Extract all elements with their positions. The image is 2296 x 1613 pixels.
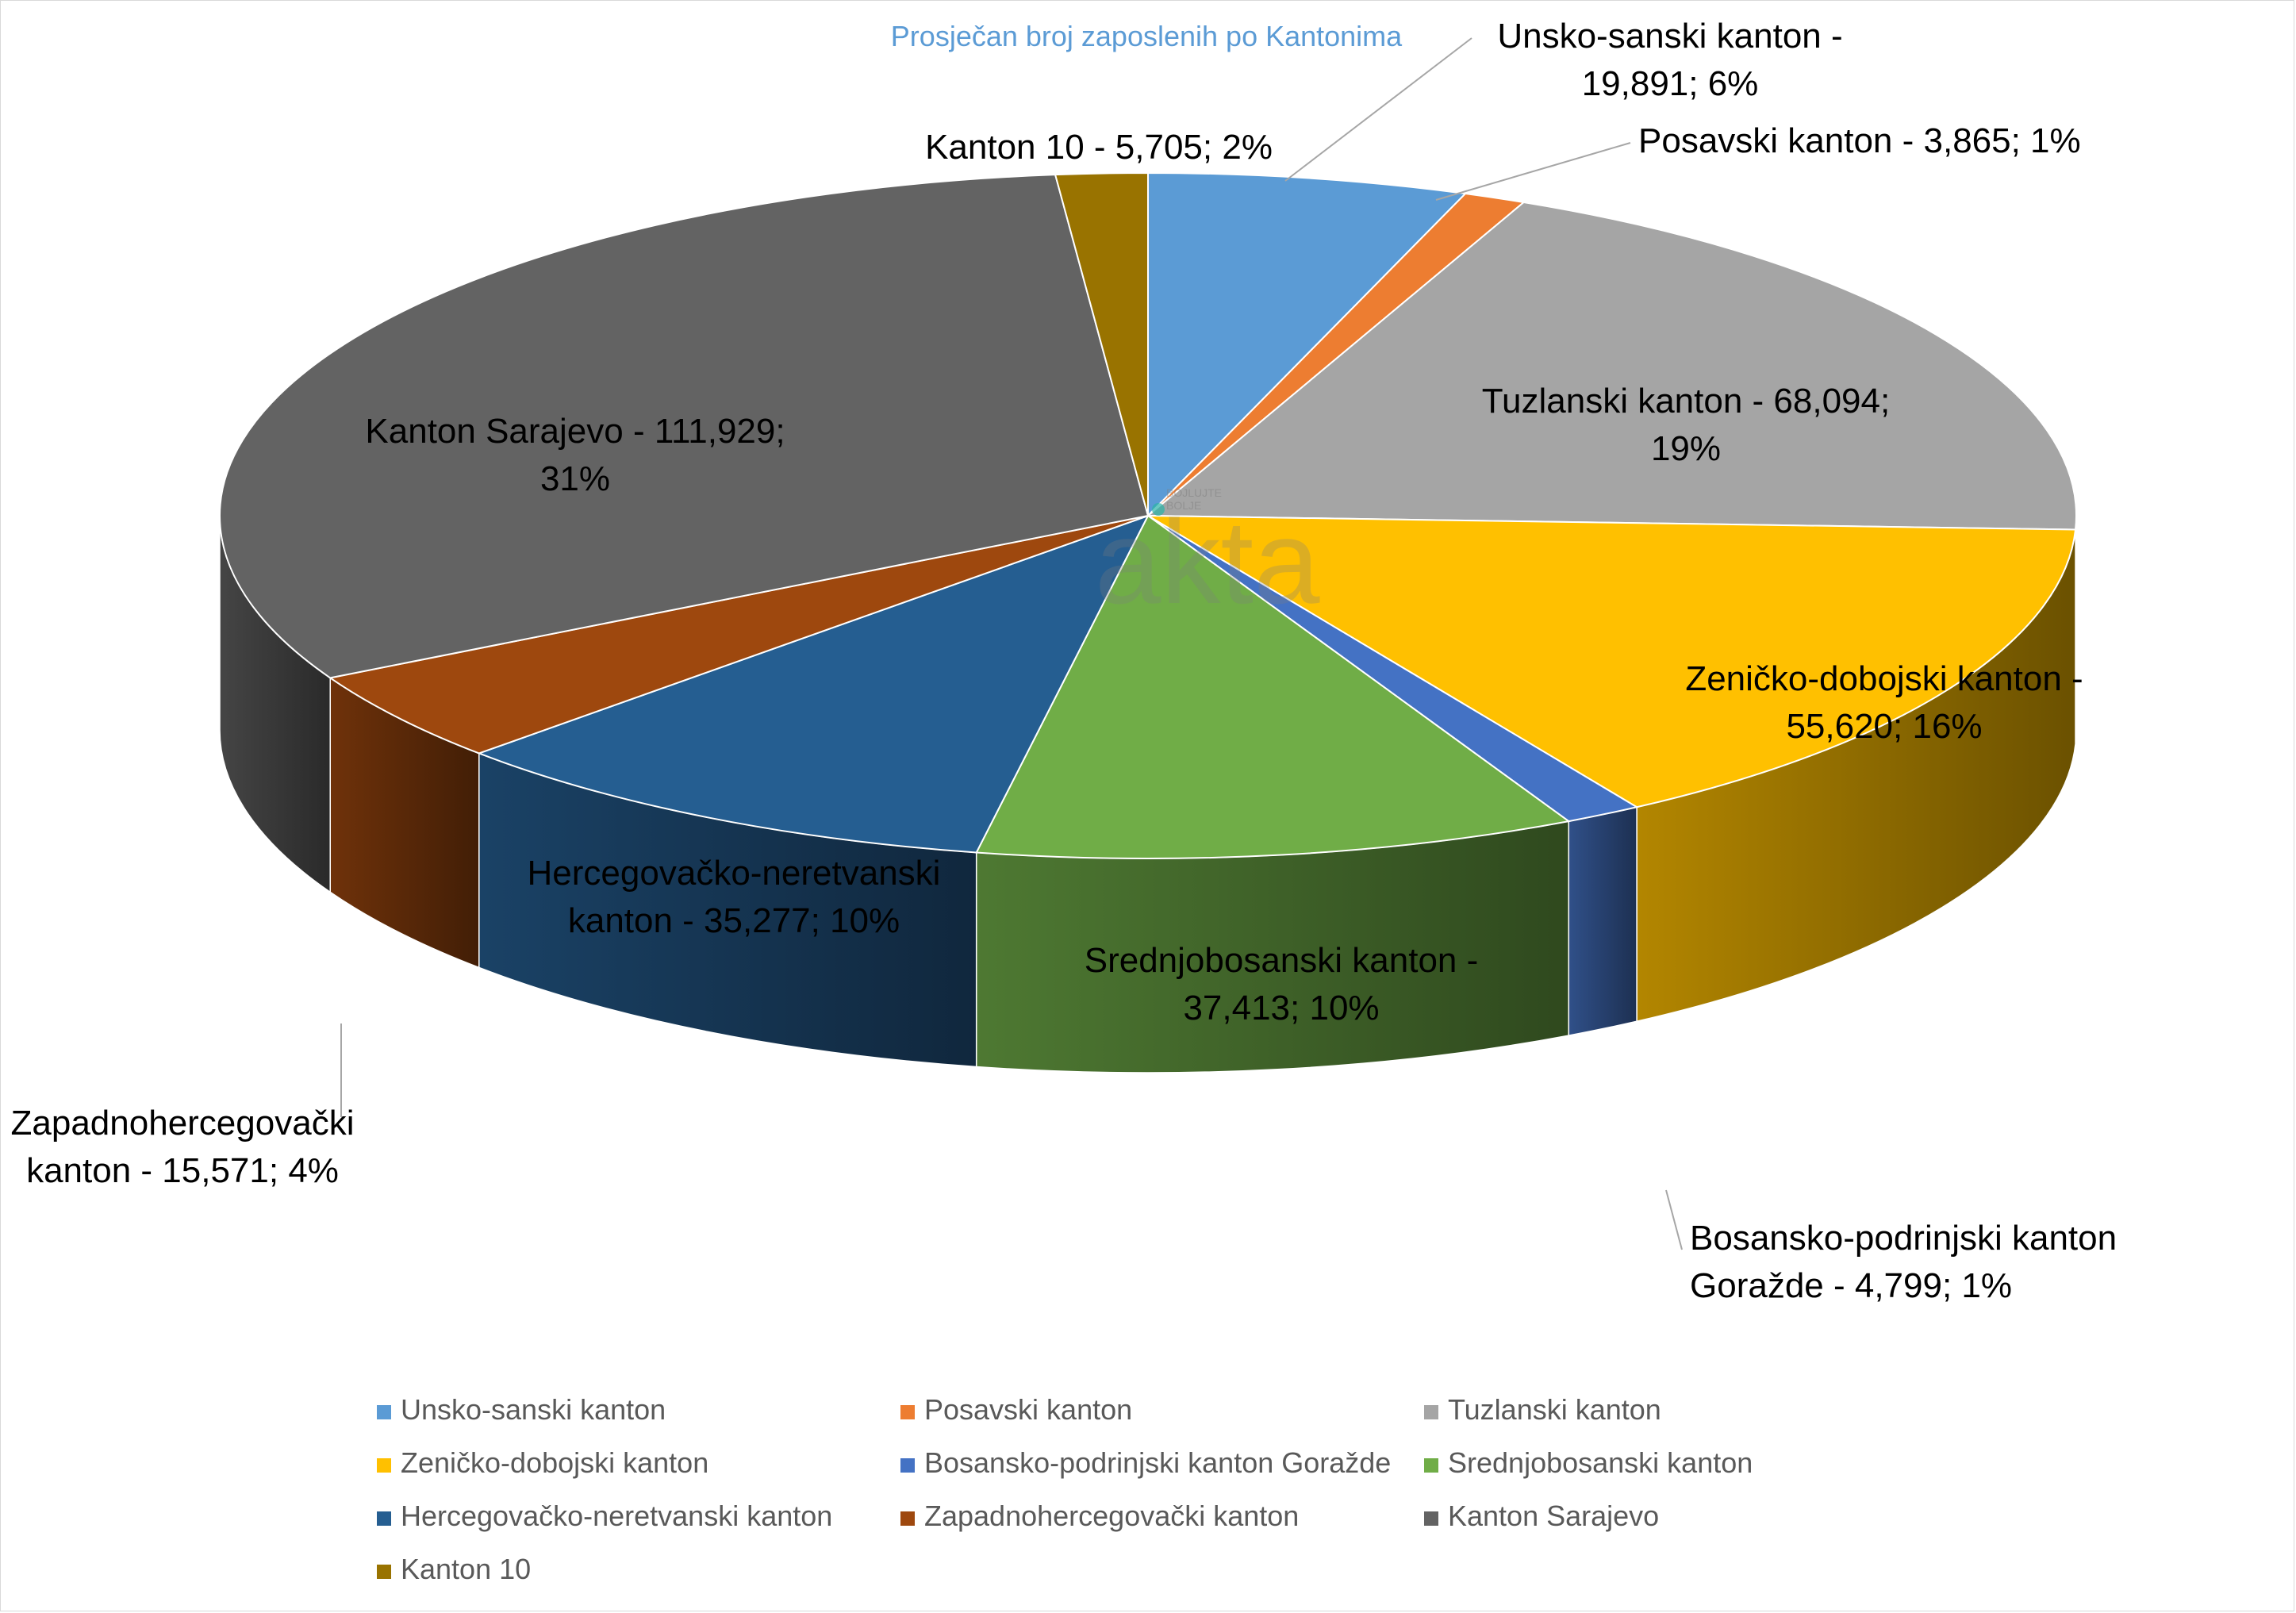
chart-title: Prosječan broj zaposlenih po Kantonima	[891, 20, 1403, 52]
data-label-hercegovacko-neretvanski-kanton: Hercegovačko-neretvanski kanton - 35,277;…	[528, 854, 941, 940]
data-labels: Unsko-sanski kanton -19,891; 6% Posavski …	[11, 17, 2117, 1305]
legend-label: Kanton Sarajevo	[1448, 1500, 1659, 1532]
slice-kanton-sarajevo	[219, 174, 1150, 679]
data-label-bosansko-podrinjski-kanton-gorazde: Bosansko-podrinjski kanton Goražde - 4,79…	[1690, 1219, 2117, 1305]
legend-swatch	[1424, 1458, 1438, 1473]
pie-slices	[219, 171, 2077, 859]
legend-swatch	[900, 1458, 915, 1473]
watermark: akta BOJLUJTE BOLJE	[1095, 486, 1320, 628]
legend-label: Kanton 10	[401, 1553, 531, 1585]
legend-label: Zapadnohercegovački kanton	[924, 1500, 1299, 1532]
legend-item-zenicko-dobojski-kanton: Zeničko-dobojski kanton	[377, 1446, 708, 1479]
legend-item-bosansko-podrinjski-kanton-gorazde: Bosansko-podrinjski kanton Goražde	[900, 1446, 1391, 1479]
legend-item-posavski-kanton: Posavski kanton	[900, 1393, 1132, 1426]
leader-posavski-kanton	[1435, 142, 1631, 201]
legend-swatch	[377, 1405, 391, 1419]
slice-zapadnohercegovacki-kanton	[328, 515, 1149, 755]
data-label-tuzlanski-kanton: Tuzlanski kanton - 68,094; 19%	[1482, 382, 1890, 468]
watermark-text: akta	[1095, 495, 1320, 628]
data-label-unsko-sanski-kanton: Unsko-sanski kanton -19,891; 6%	[1497, 17, 1842, 103]
legend-swatch	[1424, 1405, 1438, 1419]
side-bosansko-podrinjski-kanton-gorazde	[1568, 806, 1638, 1036]
slice-kanton-10	[1054, 171, 1149, 517]
legend-label: Tuzlanski kanton	[1448, 1393, 1661, 1426]
legend-item-kanton-10: Kanton 10	[377, 1553, 531, 1585]
data-label-srednjobosanski-kanton: Srednjobosanski kanton -37,413; 10%	[1085, 941, 1479, 1027]
legend-swatch	[900, 1405, 915, 1419]
legend-item-srednjobosanski-kanton: Srednjobosanski kanton	[1424, 1446, 1753, 1479]
legend-swatch	[900, 1511, 915, 1526]
leader-lines	[340, 37, 1683, 1250]
data-label-posavski-kanton: Posavski kanton - 3,865; 1%	[1638, 121, 2081, 160]
data-label-kanton-sarajevo: Kanton Sarajevo - 111,929; 31%	[365, 412, 785, 498]
legend-label: Posavski kanton	[924, 1393, 1132, 1426]
legend-swatch	[1424, 1511, 1438, 1526]
legend-swatch	[377, 1458, 391, 1473]
leader-unsko-sanski-kanton	[1284, 37, 1472, 182]
legend: Unsko-sanski kanton Posavski kanton Tuzlan…	[377, 1393, 1753, 1585]
legend-item-kanton-sarajevo: Kanton Sarajevo	[1424, 1500, 1659, 1532]
data-label-zenicko-dobojski-kanton: Zeničko-dobojski kanton -55,620; 16%	[1685, 659, 2083, 746]
legend-label: Zeničko-dobojski kanton	[401, 1446, 708, 1479]
leader-bosansko-podrinjski-kanton-gorazde	[1665, 1189, 1683, 1250]
watermark-small-1: BOJLUJTE	[1166, 486, 1222, 499]
slice-tuzlanski-kanton	[1146, 201, 2077, 531]
legend-label: Srednjobosanski kanton	[1448, 1446, 1753, 1479]
legend-item-unsko-sanski-kanton: Unsko-sanski kanton	[377, 1393, 666, 1426]
legend-swatch	[377, 1565, 391, 1579]
watermark-dot	[1152, 503, 1165, 516]
slice-hercegovacko-neretvanski-kanton	[476, 514, 1150, 854]
legend-label: Bosansko-podrinjski kanton Goražde	[924, 1446, 1391, 1479]
legend-item-zapadnohercegovacki-kanton: Zapadnohercegovački kanton	[900, 1500, 1299, 1532]
data-label-kanton-10: Kanton 10 - 5,705; 2%	[925, 128, 1273, 167]
data-label-zapadnohercegovacki-kanton: Zapadnohercegovački kanton - 15,571; 4%	[11, 1104, 355, 1190]
legend-label: Hercegovačko-neretvanski kanton	[401, 1500, 832, 1532]
slice-srednjobosanski-kanton	[975, 514, 1571, 859]
legend-label: Unsko-sanski kanton	[401, 1393, 666, 1426]
legend-swatch	[377, 1511, 391, 1526]
watermark-small-2: BOLJE	[1166, 499, 1201, 512]
legend-item-hercegovacko-neretvanski-kanton: Hercegovačko-neretvanski kanton	[377, 1500, 832, 1532]
slice-unsko-sanski-kanton	[1147, 171, 1468, 518]
legend-item-tuzlanski-kanton: Tuzlanski kanton	[1424, 1393, 1661, 1426]
slice-zenicko-dobojski-kanton	[1145, 514, 2077, 808]
